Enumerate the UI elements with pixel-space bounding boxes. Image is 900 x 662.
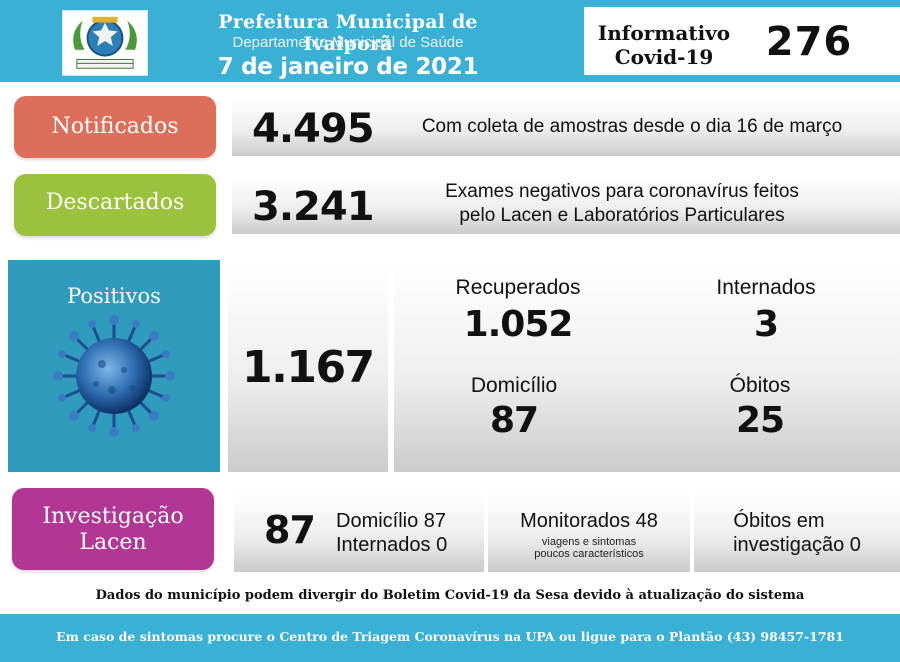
coronavirus-icon — [52, 314, 176, 438]
footer-bar: Em caso de sintomas procure o Centro de … — [0, 614, 900, 662]
descartados-description: Exames negativos para coronavírus feitos… — [382, 180, 862, 228]
descartados-value: 3.241 — [252, 184, 375, 230]
obitos-investigacao-panel: Óbitos em investigação 0 — [694, 492, 900, 572]
investigacao-label-line2: Lacen — [79, 530, 147, 555]
investigacao-label: Investigação Lacen — [12, 488, 214, 570]
monitorados-note-line2: poucos característicos — [534, 548, 644, 560]
positivos-breakdown-panel: Recuperados 1.052 Internados 3 Domicílio… — [394, 262, 900, 472]
disclaimer-text: Dados do município podem divergir do Bol… — [95, 588, 805, 603]
monitorados-panel: Monitorados 48 viagens e sintomas poucos… — [488, 492, 690, 572]
positivos-label: Positivos — [67, 284, 161, 308]
obitos-investigacao-line1: Óbitos em — [733, 510, 825, 532]
monitorados-text: Monitorados 48 — [520, 510, 658, 532]
recuperados-label: Recuperados — [455, 276, 581, 299]
descartados-label: Descartados — [14, 174, 216, 236]
obitos-investigacao-line2: investigação 0 — [733, 534, 861, 556]
bulletin-number: 276 — [765, 19, 853, 65]
investigacao-internados: Internados 0 — [336, 534, 448, 556]
descartados-description-line2: pelo Lacen e Laboratórios Particulares — [459, 205, 785, 226]
positivos-panel: Positivos — [8, 260, 220, 472]
notificados-value: 4.495 — [252, 106, 375, 152]
positivos-value: 1.167 — [242, 342, 375, 393]
header-subtitle: Departamento Municipal de Saúde — [232, 34, 464, 51]
header-bar: Prefeitura Municipal de Ivaiporã Departa… — [0, 0, 900, 82]
domicilio-value: 87 — [489, 400, 539, 441]
notificados-panel: 4.495 Com coleta de amostras desde o dia… — [232, 98, 900, 156]
investigacao-label-line1: Investigação — [42, 504, 184, 529]
investigacao-value: 87 — [264, 508, 316, 552]
coat-of-arms-icon — [62, 10, 148, 76]
notificados-label: Notificados — [14, 96, 216, 158]
investigacao-domicilio: Domicílio 87 — [336, 510, 447, 532]
monitorados-note-line1: viagens e sintomas — [541, 536, 637, 548]
info-label-line2: Covid-19 — [614, 45, 714, 69]
internados-label: Internados — [716, 276, 816, 299]
internados-value: 3 — [753, 304, 779, 345]
investigacao-total-panel: 87 Domicílio 87 Internados 0 — [234, 492, 484, 572]
descartados-panel: 3.241 Exames negativos para coronavírus … — [232, 176, 900, 234]
bulletin-info-box: Informativo Covid-19 276 — [584, 7, 900, 75]
notificados-description: Com coleta de amostras desde o dia 16 de… — [421, 116, 843, 137]
domicilio-label: Domicílio — [470, 374, 558, 397]
bulletin-date: 7 de janeiro de 2021 — [217, 54, 479, 80]
info-label-line1: Informativo — [597, 21, 731, 45]
recuperados-value: 1.052 — [463, 304, 574, 345]
descartados-description-line1: Exames negativos para coronavírus feitos — [445, 181, 799, 202]
header-title: Prefeitura Municipal de Ivaiporã — [218, 11, 478, 55]
obitos-value: 25 — [735, 400, 785, 441]
footer-text: Em caso de sintomas procure o Centro de … — [56, 629, 844, 644]
positivos-total-panel: 1.167 — [228, 262, 388, 472]
obitos-label: Óbitos — [729, 374, 791, 397]
